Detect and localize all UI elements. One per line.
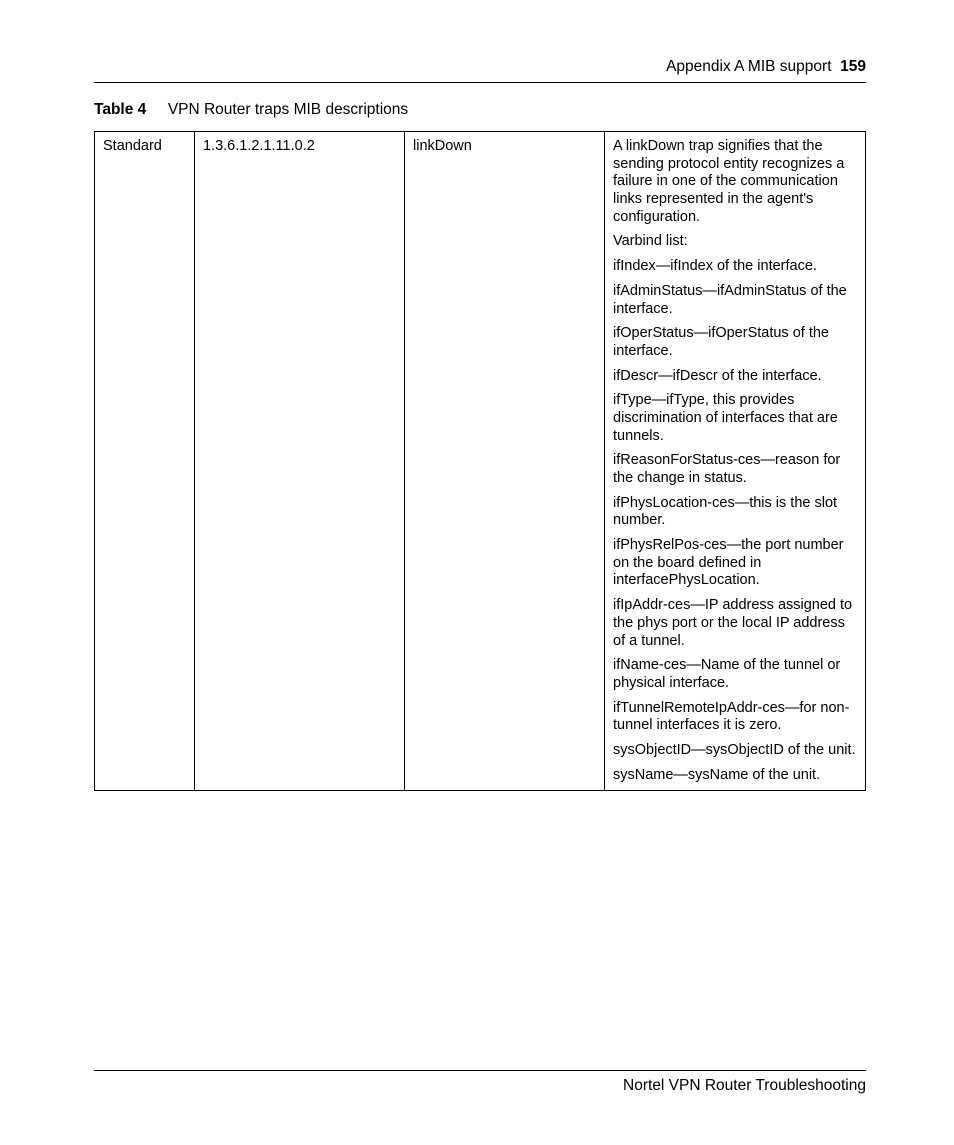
desc-line: Varbind list: [613, 233, 857, 251]
table-row: Standard 1.3.6.1.2.1.11.0.2 linkDown A l… [95, 132, 866, 791]
page-header: Appendix A MIB support 159 [94, 58, 866, 83]
desc-line: sysObjectID—sysObjectID of the unit. [613, 742, 857, 760]
desc-line: ifName-ces—Name of the tunnel or physica… [613, 657, 857, 692]
page-footer: Nortel VPN Router Troubleshooting [94, 1070, 866, 1095]
table-caption: Table 4 VPN Router traps MIB description… [94, 101, 866, 119]
desc-line: ifPhysLocation-ces—this is the slot numb… [613, 495, 857, 530]
mib-table: Standard 1.3.6.1.2.1.11.0.2 linkDown A l… [94, 131, 866, 791]
desc-line: sysName—sysName of the unit. [613, 767, 857, 785]
desc-line: ifIndex—ifIndex of the interface. [613, 258, 857, 276]
desc-line: ifOperStatus—ifOperStatus of the interfa… [613, 325, 857, 360]
page-number: 159 [836, 58, 866, 75]
desc-line: ifIpAddr-ces—IP address assigned to the … [613, 597, 857, 650]
cell-description: A linkDown trap signifies that the sendi… [605, 132, 866, 791]
desc-line: ifAdminStatus—ifAdminStatus of the inter… [613, 283, 857, 318]
desc-line: A linkDown trap signifies that the sendi… [613, 138, 857, 226]
desc-line: ifPhysRelPos-ces—the port number on the … [613, 537, 857, 590]
desc-line: ifReasonForStatus-ces—reason for the cha… [613, 452, 857, 487]
header-section: Appendix A MIB support [666, 58, 831, 75]
table-title: VPN Router traps MIB descriptions [168, 101, 408, 118]
desc-line: ifTunnelRemoteIpAddr-ces—for non-tunnel … [613, 700, 857, 735]
desc-line: ifType—ifType, this provides discriminat… [613, 392, 857, 445]
table-label: Table 4 [94, 101, 146, 118]
desc-line: ifDescr—ifDescr of the interface. [613, 368, 857, 386]
cell-name: linkDown [405, 132, 605, 791]
cell-oid: 1.3.6.1.2.1.11.0.2 [195, 132, 405, 791]
footer-text: Nortel VPN Router Troubleshooting [94, 1070, 866, 1095]
cell-category: Standard [95, 132, 195, 791]
